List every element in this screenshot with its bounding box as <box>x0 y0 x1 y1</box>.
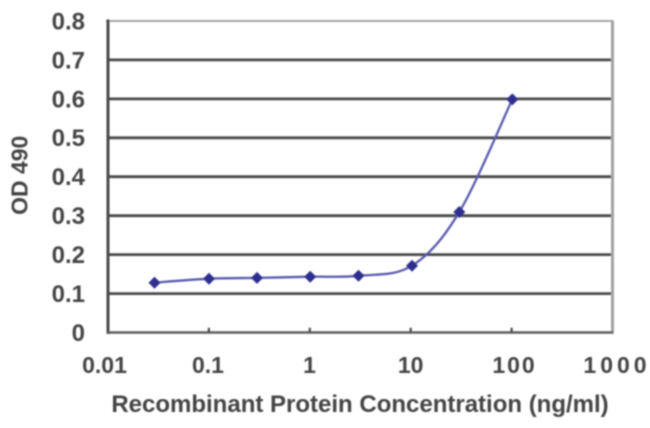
svg-text:0.8: 0.8 <box>52 8 85 35</box>
svg-text:0.1: 0.1 <box>52 281 85 308</box>
svg-text:0.4: 0.4 <box>52 164 86 191</box>
svg-text:10: 10 <box>398 352 424 378</box>
svg-text:OD 490: OD 490 <box>7 136 33 215</box>
svg-text:0: 0 <box>72 320 85 347</box>
svg-text:0.5: 0.5 <box>52 125 85 152</box>
svg-text:1000: 1000 <box>583 352 650 378</box>
svg-text:0.6: 0.6 <box>52 86 85 113</box>
svg-text:0.01: 0.01 <box>82 352 127 378</box>
svg-text:100: 100 <box>492 352 536 378</box>
svg-text:0.1: 0.1 <box>192 352 224 378</box>
svg-text:0.3: 0.3 <box>52 203 85 230</box>
svg-text:1: 1 <box>303 352 316 378</box>
svg-text:Recombinant Protein Concentrat: Recombinant Protein Concentration (ng/ml… <box>111 391 608 418</box>
svg-text:0.7: 0.7 <box>52 47 85 74</box>
svg-text:0.2: 0.2 <box>52 242 85 269</box>
